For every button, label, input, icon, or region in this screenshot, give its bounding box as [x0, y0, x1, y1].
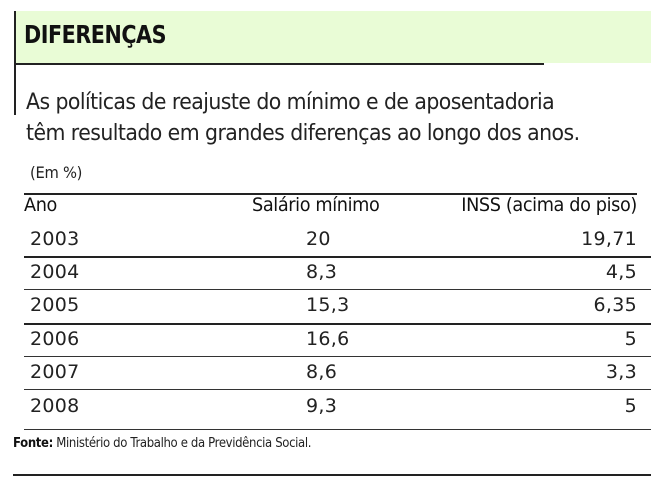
cell-inss: 3,3: [605, 361, 637, 383]
cell-salario: 15,3: [306, 294, 350, 316]
cell-ano: 2007: [30, 361, 80, 383]
table-bottom-rule: [24, 429, 651, 430]
cell-salario: 8,3: [306, 261, 338, 283]
unit-label: (Em %): [30, 163, 83, 182]
cell-salario: 8,6: [306, 361, 338, 383]
source-note: Fonte: Ministério do Trabalho e da Previ…: [13, 436, 311, 451]
cell-ano: 2005: [30, 294, 80, 316]
cell-inss: 5: [624, 395, 637, 417]
intro-text: As políticas de reajuste do mínimo e de …: [26, 87, 607, 149]
cell-ano: 2006: [30, 328, 80, 350]
cell-ano: 2004: [30, 261, 80, 283]
page-title: DIFERENÇAS: [24, 20, 167, 49]
cell-salario: 16,6: [306, 328, 350, 350]
row-divider: [24, 356, 651, 357]
cell-ano: 2008: [30, 395, 80, 417]
footer-rule: [13, 474, 651, 476]
column-header-inss: INSS (acima do piso): [461, 194, 637, 216]
intro-line-2: têm resultado em grandes diferenças ao l…: [26, 121, 580, 146]
cell-ano: 2003: [30, 228, 80, 250]
title-underline: [14, 63, 544, 65]
cell-inss: 4,5: [605, 261, 637, 283]
row-divider: [24, 289, 651, 290]
table-top-rule: [24, 193, 637, 195]
source-label: Fonte:: [13, 436, 53, 451]
cell-inss: 19,71: [581, 228, 637, 250]
column-header-ano: Ano: [24, 194, 57, 216]
row-divider: [24, 256, 651, 258]
title-band: [15, 11, 651, 63]
cell-salario: 20: [306, 228, 331, 250]
intro-line-1: As políticas de reajuste do mínimo e de …: [26, 90, 555, 115]
row-divider: [24, 389, 651, 390]
cell-inss: 5: [624, 328, 637, 350]
cell-inss: 6,35: [593, 294, 637, 316]
source-text: Ministério do Trabalho e da Previdência …: [52, 436, 312, 451]
row-divider: [24, 323, 651, 325]
column-header-salario: Salário mínimo: [252, 194, 380, 216]
cell-salario: 9,3: [306, 395, 338, 417]
